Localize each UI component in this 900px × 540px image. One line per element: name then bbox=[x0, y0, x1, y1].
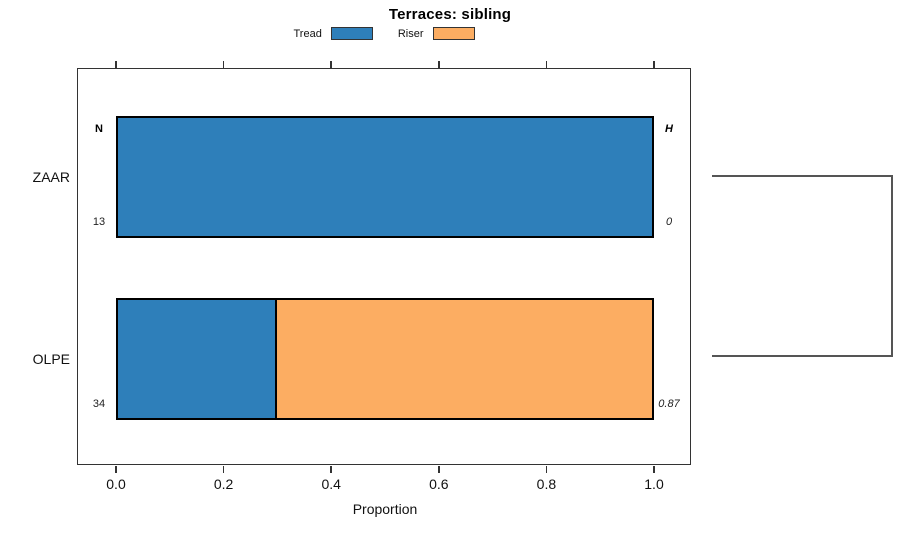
x-axis-tick-label: 1.0 bbox=[644, 476, 664, 492]
legend-swatch-riser bbox=[432, 27, 475, 40]
y-axis-label-olpe: OLPE bbox=[32, 351, 70, 367]
legend-item-tread: Tread bbox=[294, 27, 373, 40]
x-axis-tick-bottom bbox=[115, 466, 117, 473]
x-axis-tick-bottom bbox=[653, 466, 655, 473]
h-value-zaar: 0 bbox=[665, 216, 673, 228]
x-axis-tick-top bbox=[115, 60, 117, 68]
legend: Tread Riser bbox=[77, 25, 691, 42]
x-axis-tick-top bbox=[545, 60, 548, 68]
x-axis-tick-top bbox=[653, 60, 655, 68]
x-axis-tick-top bbox=[438, 60, 440, 68]
x-axis-tick-label: 0.6 bbox=[429, 476, 449, 492]
x-axis-tick-label: 0.8 bbox=[536, 476, 557, 492]
y-axis-label-zaar: ZAAR bbox=[32, 169, 70, 185]
legend-swatch-tread bbox=[330, 27, 373, 40]
x-axis-tick-top bbox=[330, 60, 332, 68]
x-axis-tick-bottom bbox=[545, 466, 548, 473]
legend-label-riser: Riser bbox=[397, 27, 424, 40]
x-axis-tick-label: 0.2 bbox=[213, 476, 234, 492]
bar-segment-tread bbox=[118, 118, 652, 236]
bar-segment-riser bbox=[274, 300, 652, 418]
n-column-header: N bbox=[95, 123, 103, 135]
x-axis-label: Proportion bbox=[352, 501, 418, 517]
chart-title: Terraces: sibling bbox=[388, 6, 512, 23]
bar-row-olpe bbox=[116, 298, 654, 420]
x-axis-tick-top bbox=[222, 60, 225, 68]
x-axis-tick-bottom bbox=[330, 466, 332, 473]
bar-segment-tread bbox=[118, 300, 275, 418]
cluster-bracket bbox=[712, 175, 893, 357]
n-value-olpe: 34 bbox=[92, 398, 106, 410]
plot-area: 0.0 0.2 0.4 0.6 0.8 1.0 Proportion ZAAR N H 13 0 OLP… bbox=[33, 60, 691, 517]
x-axis-tick-bottom bbox=[438, 466, 440, 473]
bar-row-zaar bbox=[116, 116, 654, 238]
h-value-olpe: 0.87 bbox=[658, 398, 680, 410]
n-value-zaar: 13 bbox=[92, 216, 106, 228]
legend-label-tread: Tread bbox=[293, 27, 322, 40]
x-axis-tick-label: 0.0 bbox=[106, 476, 126, 492]
h-column-header: H bbox=[665, 123, 673, 135]
legend-item-riser: Riser bbox=[398, 27, 475, 40]
x-axis-tick-label: 0.4 bbox=[321, 476, 341, 492]
x-axis-tick-bottom bbox=[222, 466, 225, 473]
